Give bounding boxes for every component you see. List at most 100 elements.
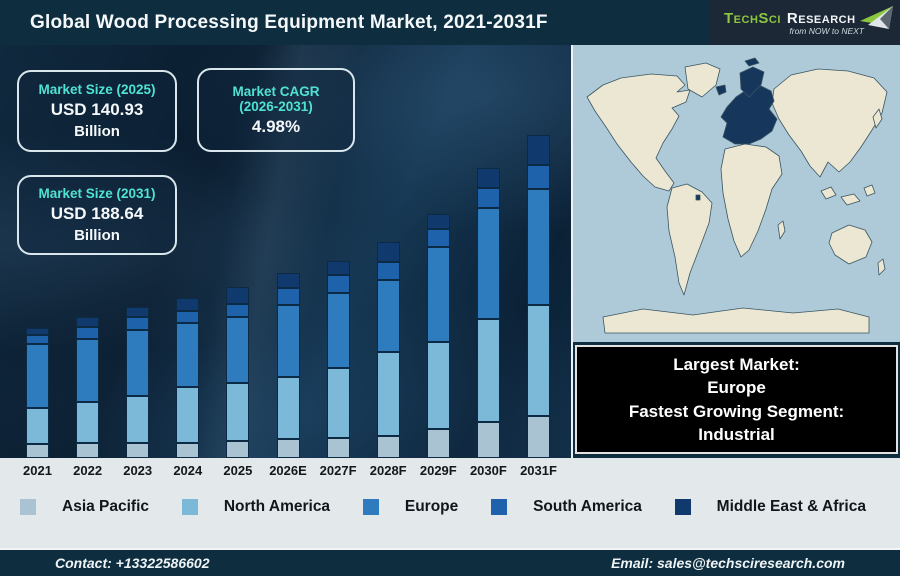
chart-legend: Asia Pacific North America Europe South Ame… <box>0 498 900 516</box>
bar-segment <box>126 317 150 330</box>
region-guiana-highlight <box>695 194 701 201</box>
axis-row: 2021 2022 2023 2024 2025 2026E 2027F 2028F 2029F… <box>0 458 571 482</box>
legend-item: Middle East & Africa <box>674 498 866 516</box>
bar-segment <box>476 319 500 422</box>
bar-segment <box>326 293 350 368</box>
island-greenland <box>684 62 721 98</box>
legend-label: South America <box>533 498 642 515</box>
continent-australia <box>828 224 873 265</box>
continent-north-america <box>586 73 691 192</box>
bar-segment <box>76 327 100 339</box>
bar-segment <box>226 317 250 383</box>
bar-segment <box>376 242 400 262</box>
bar-segment <box>326 275 350 293</box>
stat-unit: Billion <box>74 227 120 244</box>
legend-label: Europe <box>404 498 459 515</box>
legend-swatch <box>20 499 36 515</box>
main-content: Market Size (2025) USD 140.93 Billion Ma… <box>0 45 900 458</box>
callout-line: Largest Market: <box>673 354 800 374</box>
world-map <box>573 45 900 342</box>
axis-label: 2025 <box>223 463 253 478</box>
largest-market-callout: Largest Market: Europe Fastest Growing S… <box>575 345 898 454</box>
stat-label: Market Size (2025) <box>38 82 156 97</box>
chart-panel: Market Size (2025) USD 140.93 Billion Ma… <box>0 45 571 458</box>
logo-tagline: from NOW to NEXT <box>789 25 864 36</box>
stat-value: 4.98% <box>251 116 301 136</box>
footer-bar: Contact: +13322586602 Email: sales@techs… <box>0 548 900 576</box>
bar-segment <box>126 330 150 396</box>
bar-segment <box>326 368 350 438</box>
continent-africa <box>720 143 783 258</box>
logo-brand-secondary: Research <box>786 9 856 27</box>
legend-swatch <box>674 499 691 515</box>
bar-2027F <box>326 261 350 458</box>
bar-segment <box>126 443 150 458</box>
continent-antarctica <box>602 307 870 334</box>
bar-segment <box>126 307 150 317</box>
bars-layer <box>0 45 571 458</box>
bar-2021 <box>26 328 49 458</box>
bar-2028F <box>376 242 400 458</box>
stat-value: USD 140.93 <box>50 100 144 119</box>
legend-item: Europe <box>362 498 459 516</box>
bar-segment <box>527 189 550 305</box>
bar-segment <box>226 441 250 458</box>
bar-segment <box>426 342 450 429</box>
bar-segment <box>326 438 350 458</box>
bar-2025 <box>226 287 250 458</box>
axis-label: 2021 <box>23 463 52 478</box>
region-svalbard-highlight <box>744 57 760 67</box>
bar-segment <box>376 436 400 458</box>
bar-segment <box>26 344 49 408</box>
email-info: Email: sales@techsciresearch.com <box>611 555 845 571</box>
region-scandinavia-highlight <box>739 66 765 98</box>
techsci-logo: TechSci Research from NOW to NEXT <box>710 0 900 45</box>
axis-label: 2028F <box>369 463 407 478</box>
legend-swatch <box>181 499 198 515</box>
stat-label: Market Size (2031) <box>38 186 156 201</box>
bottom-strip: 2021 2022 2023 2024 2025 2026E 2027F 2028F 2029F… <box>0 458 900 548</box>
islands-southeast-asia <box>820 184 876 206</box>
bar-2029F <box>426 214 450 458</box>
bar-segment <box>26 408 49 444</box>
bar-segment <box>476 422 500 458</box>
bar-segment <box>476 208 500 319</box>
stat-label: (2026-2031) <box>239 98 313 114</box>
bar-segment <box>376 352 400 436</box>
bar-segment <box>276 305 300 377</box>
bar-2031F <box>527 135 550 458</box>
legend-label: Asia Pacific <box>62 498 150 515</box>
stat-box-market-size-2031: Market Size (2031) USD 188.64 Billion <box>17 175 177 255</box>
bar-segment <box>26 335 49 344</box>
callout-line: Industrial <box>698 425 775 444</box>
bar-segment <box>527 305 550 416</box>
bar-segment <box>176 298 200 311</box>
stat-label: Market CAGR <box>232 83 320 99</box>
bar-2024 <box>176 298 200 458</box>
legend-item: Asia Pacific <box>20 498 149 516</box>
legend-swatch <box>491 499 508 515</box>
bar-segment <box>76 339 100 402</box>
bar-2030F <box>476 168 500 458</box>
bar-segment <box>76 317 100 327</box>
legend-swatch <box>362 499 379 515</box>
bar-2023 <box>126 307 150 458</box>
callout-line: Fastest Growing Segment: <box>628 401 845 421</box>
bar-segment <box>226 287 250 304</box>
bar-segment <box>476 188 500 208</box>
callout-line: Europe <box>707 378 766 397</box>
region-iceland-highlight <box>715 84 727 96</box>
bar-segment <box>26 328 49 335</box>
logo-brand-primary: TechSci <box>724 9 781 27</box>
axis-label: 2024 <box>173 463 203 478</box>
bar-segment <box>276 288 300 305</box>
page-title: Global Wood Processing Equipment Market,… <box>30 11 548 33</box>
bar-segment <box>426 429 450 458</box>
bar-segment <box>76 443 100 458</box>
axis-label: 2031F <box>520 463 557 478</box>
bar-segment <box>226 304 250 317</box>
stat-unit: Billion <box>74 123 120 140</box>
bar-segment <box>376 262 400 280</box>
bar-segment <box>326 261 350 275</box>
